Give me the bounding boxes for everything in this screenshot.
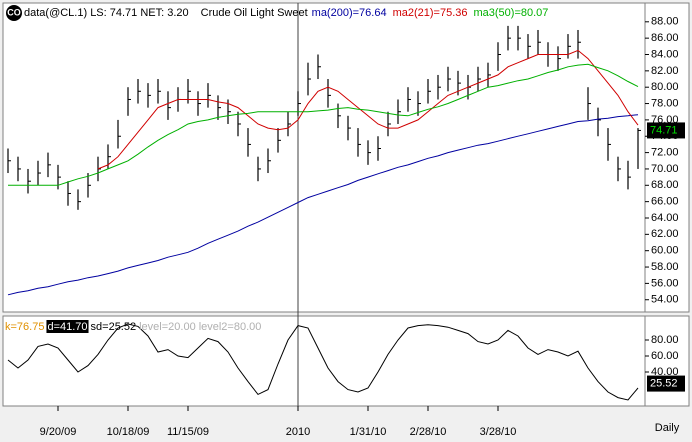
y-tick-label: 70.00 (651, 163, 679, 175)
indicator-legend: level=20.00 (139, 321, 196, 333)
x-tick-label: 10/18/09 (107, 426, 150, 438)
x-tick-label: 2010 (286, 426, 310, 438)
legend-entry: ma(200)=76.64 (312, 7, 387, 19)
x-tick-label: 11/15/09 (167, 426, 209, 438)
x-tick-label: 2/28/10 (410, 426, 447, 438)
price-panel (2, 2, 646, 313)
subtitle: Crude Oil Light Sweet (201, 7, 308, 19)
price-tag-box (647, 122, 685, 139)
y-tick-label: 86.00 (651, 32, 679, 44)
y-tick-label: 72.00 (651, 147, 679, 159)
indicator-line (7, 323, 639, 401)
legend-entry: ma2(21)=75.36 (393, 7, 468, 19)
y-tick-label: 80.00 (651, 334, 679, 346)
y-tick-label: 66.00 (651, 196, 679, 208)
ma-line (8, 63, 639, 186)
value-tag: 25.52 (650, 377, 678, 389)
y-tick-label: 68.00 (651, 179, 679, 191)
legend-entry: ma3(50)=80.07 (474, 7, 549, 19)
y-tick-label: 60.00 (651, 350, 679, 362)
legend-bg (46, 320, 89, 333)
indicator-legend: sd=25.52 (91, 321, 137, 333)
y-tick-label: 40.00 (651, 366, 679, 378)
x-tick-label: 3/28/10 (480, 426, 517, 438)
y-tick-label: 56.00 (651, 277, 679, 289)
x-tick-label: 1/31/10 (350, 426, 387, 438)
y-tick-label: 84.00 (651, 48, 679, 60)
y-tick-label: 60.00 (651, 245, 679, 257)
value-tag-box (647, 375, 685, 392)
frequency: Daily (655, 422, 680, 434)
y-tick-label: 78.00 (651, 97, 679, 109)
y-tick-label: 80.00 (651, 81, 679, 93)
indicator-legend: d=41.70 (47, 321, 87, 333)
x-tick-label: 9/20/09 (40, 426, 77, 438)
indicator-legend: level2=80.00 (199, 321, 262, 333)
y-tick-label: 58.00 (651, 261, 679, 273)
indicator-legend: k=76.75 (5, 321, 44, 333)
y-tick-label: 62.00 (651, 228, 679, 240)
ma-line (7, 114, 639, 296)
y-tick-label: 88.00 (651, 16, 679, 28)
symbol-icon (6, 5, 22, 21)
symbol: CO (7, 7, 21, 17)
price-axis (644, 2, 690, 313)
y-tick-label: 82.00 (651, 65, 679, 77)
chart-title: data(@CL.1) LS: 74.71 NET: 3.20 (24, 7, 189, 19)
y-tick-label: 54.00 (651, 294, 679, 306)
y-tick-label: 64.00 (651, 212, 679, 224)
price-tag: 74.71 (650, 124, 678, 136)
ma-line (97, 49, 639, 170)
